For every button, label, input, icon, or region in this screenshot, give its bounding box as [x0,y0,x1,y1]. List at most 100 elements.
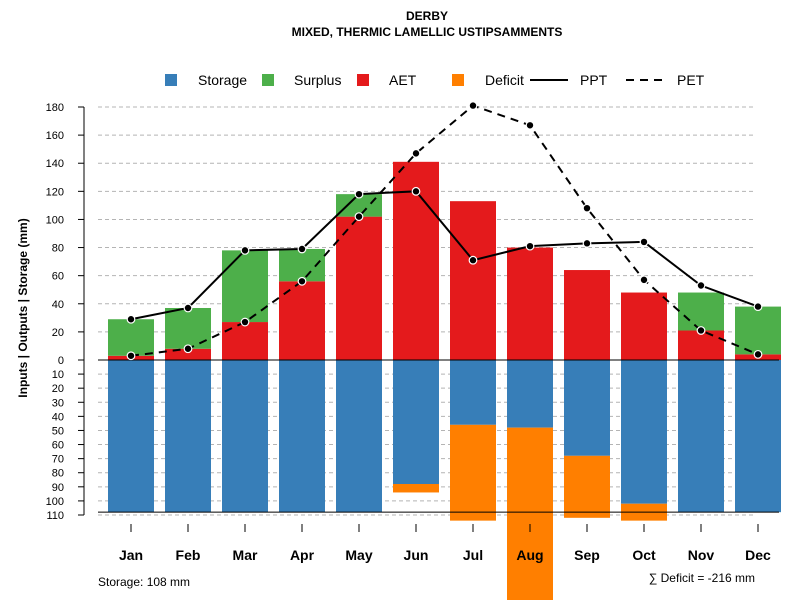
ppt-point [582,238,592,248]
ppt-point [411,186,421,196]
y-tick-label: 10 [52,369,64,381]
surplus-bar [108,319,154,356]
x-tick-label: Jul [463,547,483,563]
surplus-bar [279,248,325,282]
y-tick-label: 40 [52,411,64,423]
legend-label-deficit: Deficit [485,72,524,88]
legend-swatch-aet [357,74,369,86]
aet-bar [450,201,496,360]
aet-bar [678,330,724,360]
y-tick-label: 140 [46,158,64,170]
ppt-point [753,302,763,311]
pet-point [639,275,649,285]
x-tick-label: Nov [688,547,715,563]
y-axis-title: Inputs | Outputs | Storage (mm) [16,218,30,397]
y-tick-label: 60 [52,271,64,283]
surplus-bar [678,292,724,331]
y-tick-label: 90 [52,482,64,494]
aet-bar [507,247,553,360]
legend-label-aet: AET [389,72,417,88]
surplus-bar [165,307,211,349]
y-tick-label: 110 [46,510,64,522]
y-tick-label: 0 [58,355,64,367]
storage-bar [564,360,610,456]
pet-point [411,148,421,158]
surplus-bar [735,306,781,355]
ppt-point [126,314,136,324]
x-tick-label: Jan [119,547,143,563]
y-tick-label: 100 [46,214,64,226]
y-axis: 0 20 40 60 80 100 120 140 160 180 10 20 30 40 50 60 70 80… [46,102,85,522]
legend: Storage Surplus AET Deficit PPT PET [165,72,705,88]
storage-bar [507,360,553,428]
y-tick-label: 80 [52,468,64,480]
ppt-point [639,237,649,247]
ppt-point [696,281,706,290]
legend-label-ppt: PPT [580,72,608,88]
storage-bar [393,360,439,484]
y-tick-label: 100 [46,496,64,508]
x-axis: Jan Feb Mar Apr May Jun Jul Aug Sep Oct Nov Dec [119,524,771,563]
pet-point [468,101,478,110]
pet-point [696,326,706,335]
ppt-line [130,190,759,321]
y-tick-label: 80 [52,243,64,255]
deficit-note: ∑ Deficit = -216 mm [649,571,755,585]
ppt-point [525,241,535,251]
y-tick-label: 120 [46,186,64,198]
chart-subtitle: MIXED, THERMIC LAMELLIC USTIPSAMMENTS [292,25,563,39]
storage-bar [108,360,154,513]
x-tick-label: Apr [290,547,315,563]
x-tick-label: Jun [404,547,429,563]
pet-line [130,104,759,357]
deficit-bar [450,424,496,521]
aet-bar [165,348,211,360]
aet-bar [222,322,268,360]
x-tick-label: Oct [632,547,656,563]
storage-note: Storage: 108 mm [98,575,190,589]
pet-point [525,120,535,130]
surplus-bar [222,250,268,323]
deficit-bar [393,484,439,493]
y-tick-label: 50 [52,425,64,437]
storage-bar [621,360,667,504]
ppt-point [183,303,193,313]
y-tick-label: 70 [52,454,64,466]
x-tick-label: Dec [745,547,771,563]
aet-bar [621,292,667,360]
series-lines [126,101,763,361]
y-tick-label: 20 [52,327,64,339]
storage-bar [279,360,325,513]
y-tick-label: 180 [46,102,64,114]
y-tick-label: 160 [46,130,64,142]
legend-swatch-deficit [452,74,464,86]
legend-swatch-storage [165,74,177,86]
ppt-point [354,189,364,199]
ppt-point [240,245,250,255]
pet-point [582,203,592,213]
y-tick-label: 20 [52,383,64,395]
deficit-bar [564,455,610,518]
pet-point [753,349,763,359]
storage-bar [678,360,724,513]
legend-label-storage: Storage [198,72,247,88]
pet-point [297,276,307,286]
pet-point [183,344,193,354]
ppt-point [468,255,478,265]
bars [98,161,781,600]
x-tick-label: Feb [176,547,201,563]
legend-label-pet: PET [677,72,705,88]
legend-label-surplus: Surplus [294,72,341,88]
storage-bar [450,360,496,425]
y-tick-label: 40 [52,299,64,311]
storage-bar [222,360,268,513]
pet-point [126,351,136,361]
pet-point [354,212,364,222]
aet-bar [336,216,382,360]
deficit-bar [507,427,553,600]
y-tick-label: 60 [52,440,64,452]
x-tick-label: Mar [233,547,258,563]
x-tick-label: May [345,547,372,563]
pet-point [240,317,250,327]
